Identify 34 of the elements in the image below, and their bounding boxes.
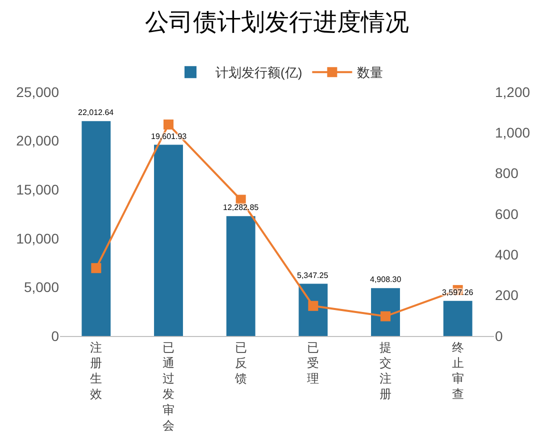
- y-tick-label: 0: [51, 328, 60, 344]
- chart-title: 公司债计划发行进度情况: [145, 8, 409, 36]
- y2-tick-label: 1,200: [495, 84, 530, 100]
- y2-tick-label: 800: [495, 165, 519, 182]
- legend-label: 计划发行额(亿): [216, 65, 302, 80]
- y2-tick-label: 400: [495, 246, 519, 263]
- y-tick-label: 20,000: [16, 132, 60, 149]
- data-label: 4,908.30: [370, 275, 402, 284]
- legend-label: 数量: [357, 65, 384, 80]
- y-tick-label: 5,000: [24, 279, 60, 296]
- x-tick-label: 提交注册: [380, 340, 392, 402]
- point: [164, 120, 174, 130]
- bar: [226, 216, 256, 336]
- y-tick-label: 10,000: [16, 230, 60, 246]
- x-tick-label: 终止审查: [452, 340, 464, 402]
- x-tick-label: 已通过发审会: [162, 340, 174, 432]
- y2-tick-label: 0: [495, 328, 503, 344]
- x-tick-label: 已受理: [307, 340, 320, 386]
- bar: [154, 144, 183, 336]
- data-label: 5,347.25: [297, 271, 329, 280]
- x-tick-label: 注册生效: [90, 340, 102, 402]
- bar: [82, 121, 111, 336]
- point: [380, 311, 390, 322]
- point: [91, 263, 102, 274]
- bar: [371, 288, 400, 336]
- bar: [443, 300, 472, 336]
- y-tick-label: 15,000: [16, 182, 60, 198]
- data-label: 22,012.64: [78, 108, 114, 117]
- y2-tick-label: 200: [495, 287, 519, 304]
- x-tick-label: 已反馈: [234, 340, 247, 386]
- y-tick-label: 25,000: [16, 84, 60, 100]
- y2-tick-label: 600: [495, 206, 519, 222]
- y2-tick-label: 1,000: [495, 124, 530, 141]
- point: [308, 300, 318, 311]
